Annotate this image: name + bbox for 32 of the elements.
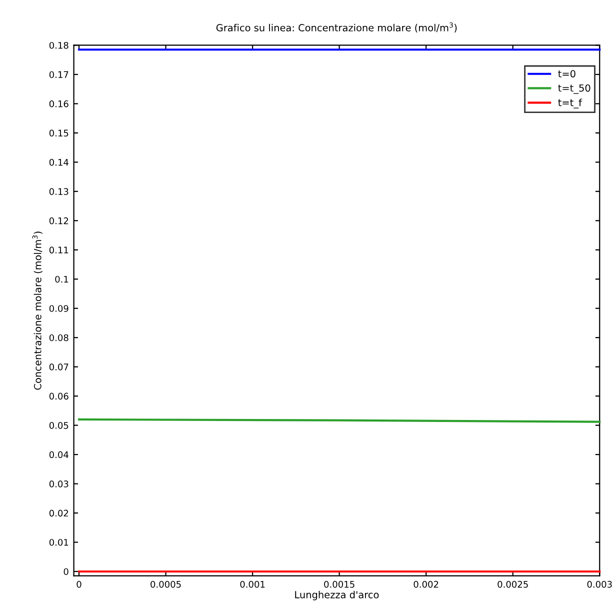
y-tick-label: 0.01 (49, 538, 68, 546)
y-tick-label: 0.09 (49, 305, 68, 312)
x-tick-label: 0.0015 (324, 580, 354, 588)
y-tick-label: 0.05 (49, 422, 68, 429)
y-tick-label: 0.11 (49, 246, 68, 254)
x-tick-label: 0.003 (587, 580, 612, 588)
y-tick-label: 0.1 (55, 276, 68, 283)
y-tick-label: 0.02 (49, 510, 68, 517)
x-tick-label: 0.001 (240, 580, 265, 588)
x-axis-title: Lunghezza d'arco (295, 590, 379, 600)
x-tick-label: 0 (76, 580, 82, 588)
y-tick-label: 0.16 (49, 100, 68, 108)
x-tick-label: 0.002 (414, 580, 438, 588)
y-tick-label: 0.15 (49, 130, 68, 136)
y-tick-label: 0.18 (49, 42, 68, 49)
y-tick-label: 0.14 (49, 158, 68, 166)
y-tick-label: 0.03 (49, 480, 68, 488)
y-tick-label: 0.17 (49, 71, 68, 78)
y-tick-label: 0.08 (49, 334, 68, 342)
y-tick-label: 0.06 (49, 392, 68, 400)
y-tick-label: 0.13 (49, 188, 68, 195)
y-axis-title: Concentrazione molare (mol/m$^{3}$) (32, 232, 42, 390)
x-tick-label: 0.0025 (498, 580, 528, 588)
x-tick-label: 0.0005 (150, 580, 181, 588)
chart-title: Grafico su linea: Concentrazione molare (mol/m$^{3}$) (216, 22, 457, 33)
y-tick-label: 0.04 (49, 451, 68, 458)
y-tick-label: 0.12 (49, 217, 68, 224)
legend-label: t=t_f (558, 98, 582, 108)
y-tick-label: 0.07 (49, 364, 68, 370)
legend-label: t=0 (558, 70, 576, 78)
legend-label: t=t_50 (558, 84, 590, 94)
y-tick-label: 0 (64, 568, 68, 576)
